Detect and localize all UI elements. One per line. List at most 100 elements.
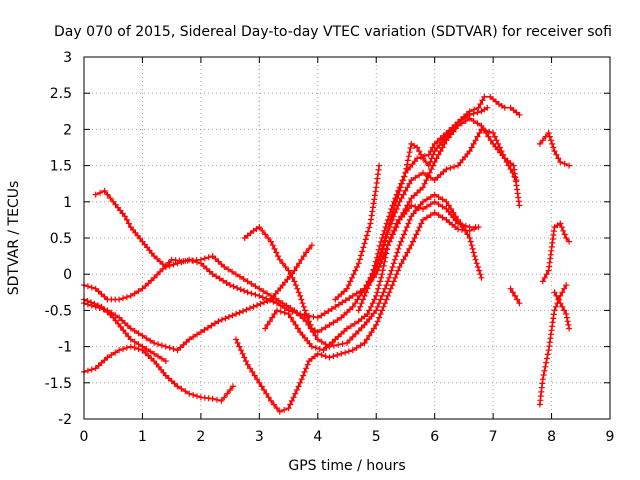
data-point-marker: [320, 347, 327, 354]
data-point-marker: [363, 232, 370, 239]
data-point-marker: [379, 307, 386, 314]
data-point-marker: [326, 341, 333, 348]
y-tick-label: 2: [63, 122, 72, 138]
data-point-marker: [330, 319, 337, 326]
data-point-marker: [84, 298, 91, 304]
data-point-marker: [203, 265, 210, 272]
data-point-marker: [366, 332, 373, 339]
data-point-marker: [478, 122, 485, 129]
data-point-marker: [266, 318, 273, 325]
data-point-marker: [155, 353, 161, 360]
data-point-marker: [423, 177, 430, 184]
y-tick-label: 1: [63, 195, 72, 211]
data-point-marker: [221, 394, 228, 401]
data-point-marker: [300, 315, 307, 322]
data-point-marker: [555, 155, 562, 162]
data-point-marker: [212, 255, 219, 262]
data-point-marker: [407, 145, 414, 151]
data-point-marker: [349, 292, 356, 299]
series-14: [539, 220, 573, 285]
data-point-marker: [292, 390, 299, 397]
data-point-marker: [452, 121, 459, 128]
data-point-marker: [564, 318, 571, 325]
data-point-marker: [204, 324, 211, 331]
data-point-marker: [154, 271, 161, 278]
data-point-marker: [491, 133, 498, 140]
data-point-marker: [352, 267, 359, 274]
data-point-marker: [244, 278, 251, 285]
data-point-marker: [260, 288, 267, 295]
data-point-marker: [516, 202, 523, 209]
data-point-marker: [216, 275, 223, 282]
data-point-marker: [287, 314, 294, 321]
data-point-marker: [431, 177, 438, 184]
data-point-marker: [386, 221, 393, 228]
data-point-marker: [398, 213, 405, 220]
data-point-marker: [380, 289, 387, 296]
data-point-marker: [370, 325, 377, 332]
data-point-marker: [264, 321, 271, 328]
data-point-marker: [388, 206, 395, 212]
data-point-marker: [402, 187, 409, 194]
data-point-marker: [332, 336, 339, 343]
data-point-marker: [481, 93, 488, 100]
data-point-marker: [471, 253, 478, 260]
y-tick-label: 1.5: [50, 159, 72, 175]
data-point-marker: [92, 285, 99, 292]
data-point-marker: [548, 243, 555, 250]
data-point-marker: [261, 299, 267, 306]
data-point-marker: [376, 314, 383, 321]
data-point-marker: [345, 348, 352, 355]
data-point-marker: [448, 206, 454, 212]
data-point-marker: [406, 198, 413, 205]
data-point-marker: [416, 224, 423, 231]
axes: 0 1 2 3 4 5 6 7 8 9 -2 -1.5 -1 -0.5 0 0.5 1 1.5 2 2.5 3: [45, 50, 615, 445]
data-point-marker: [197, 256, 204, 263]
data-point-marker: [220, 277, 227, 284]
data-point-marker: [295, 289, 302, 296]
data-point-marker: [435, 201, 442, 208]
data-point-marker: [197, 329, 204, 336]
data-point-marker: [157, 268, 163, 275]
data-point-marker: [165, 375, 172, 382]
data-point-marker: [557, 159, 564, 165]
y-tick-label: -2: [58, 412, 72, 428]
data-point-marker: [545, 347, 552, 354]
data-point-marker: [288, 397, 295, 404]
data-point-marker: [368, 329, 375, 336]
data-point-marker: [381, 227, 388, 234]
data-point-marker: [439, 196, 446, 203]
data-point-marker: [142, 349, 149, 356]
data-point-marker: [427, 212, 434, 219]
x-tick-label: 4: [313, 429, 322, 445]
data-point-marker: [551, 307, 558, 314]
data-point-marker: [143, 346, 150, 352]
data-point-marker: [92, 365, 99, 372]
data-point-marker: [121, 320, 128, 327]
data-point-marker: [206, 268, 213, 275]
data-point-marker: [470, 110, 477, 117]
data-point-marker: [200, 263, 207, 270]
data-point-marker: [293, 387, 300, 393]
data-point-marker: [318, 352, 325, 358]
data-point-marker: [401, 231, 407, 238]
data-point-marker: [275, 297, 282, 304]
data-point-marker: [466, 148, 473, 155]
data-point-marker: [271, 311, 278, 317]
data-point-marker: [314, 329, 321, 336]
data-point-marker: [543, 359, 550, 366]
data-point-marker: [514, 296, 521, 303]
data-point-marker: [382, 237, 389, 244]
data-point-marker: [314, 336, 321, 343]
data-point-marker: [440, 132, 447, 139]
data-point-marker: [345, 282, 352, 289]
data-point-marker: [416, 172, 423, 179]
data-point-marker: [244, 289, 251, 296]
data-point-marker: [366, 224, 373, 231]
data-point-marker: [254, 376, 260, 383]
data-point-marker: [561, 285, 568, 292]
data-point-marker: [466, 227, 473, 234]
data-point-marker: [544, 355, 550, 362]
data-point-marker: [486, 128, 493, 135]
data-point-marker: [405, 153, 412, 160]
